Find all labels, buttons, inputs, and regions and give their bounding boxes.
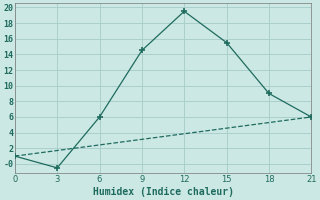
X-axis label: Humidex (Indice chaleur): Humidex (Indice chaleur) [92, 186, 234, 197]
